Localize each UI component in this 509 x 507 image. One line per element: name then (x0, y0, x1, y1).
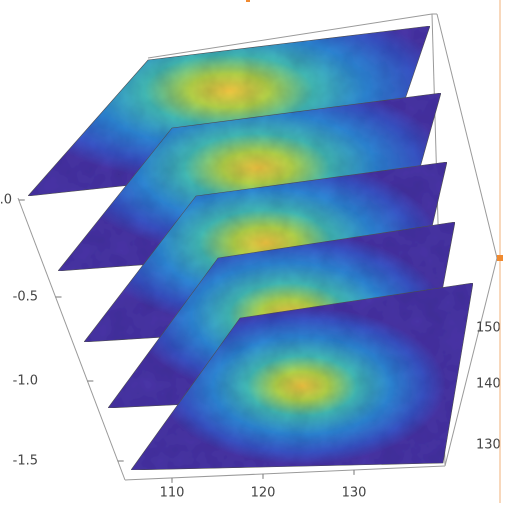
ui-handle[interactable] (246, 0, 250, 2)
vertical-tick-label: 0.0 (0, 193, 12, 208)
axis-ticks: 0.0 -0.5 -1.0 -1.5 110 120 130 130 140 150 (0, 193, 501, 501)
density-slice (130, 282, 474, 471)
depth-tick-label: 150 (476, 321, 501, 336)
vertical-tick-label: -0.5 (13, 290, 38, 305)
bottom-tick-label: 120 (251, 486, 276, 501)
vertical-tick-label: -1.0 (13, 374, 38, 389)
depth-tick-label: 140 (476, 377, 501, 392)
vertical-tick-label: -1.5 (13, 454, 38, 469)
depth-tick-label: 130 (476, 438, 501, 453)
ui-handle[interactable] (497, 255, 503, 261)
bottom-tick-label: 110 (160, 486, 185, 501)
slices (27, 25, 474, 471)
bottom-tick-label: 130 (342, 486, 367, 501)
